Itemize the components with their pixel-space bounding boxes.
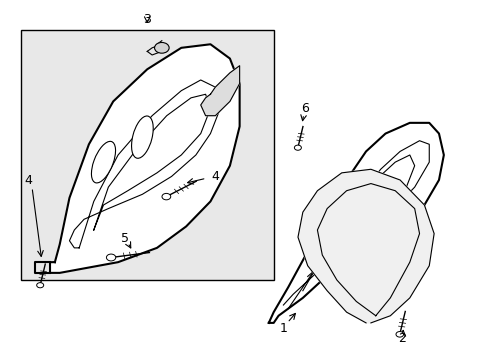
Text: 2: 2 xyxy=(398,333,406,346)
Polygon shape xyxy=(268,123,443,323)
Circle shape xyxy=(37,283,43,288)
Ellipse shape xyxy=(91,141,115,183)
Circle shape xyxy=(294,145,301,150)
Text: 1: 1 xyxy=(279,322,287,335)
Ellipse shape xyxy=(131,116,153,158)
Circle shape xyxy=(106,254,116,261)
Text: 4: 4 xyxy=(24,174,32,186)
Polygon shape xyxy=(50,44,239,273)
Polygon shape xyxy=(297,169,433,323)
Circle shape xyxy=(154,42,169,53)
Bar xyxy=(21,30,273,280)
Text: 5: 5 xyxy=(121,233,129,246)
Circle shape xyxy=(395,332,403,337)
Polygon shape xyxy=(201,66,239,116)
Text: 6: 6 xyxy=(301,102,308,115)
Text: 4: 4 xyxy=(211,170,219,183)
Circle shape xyxy=(162,193,170,200)
Text: 3: 3 xyxy=(143,13,151,26)
